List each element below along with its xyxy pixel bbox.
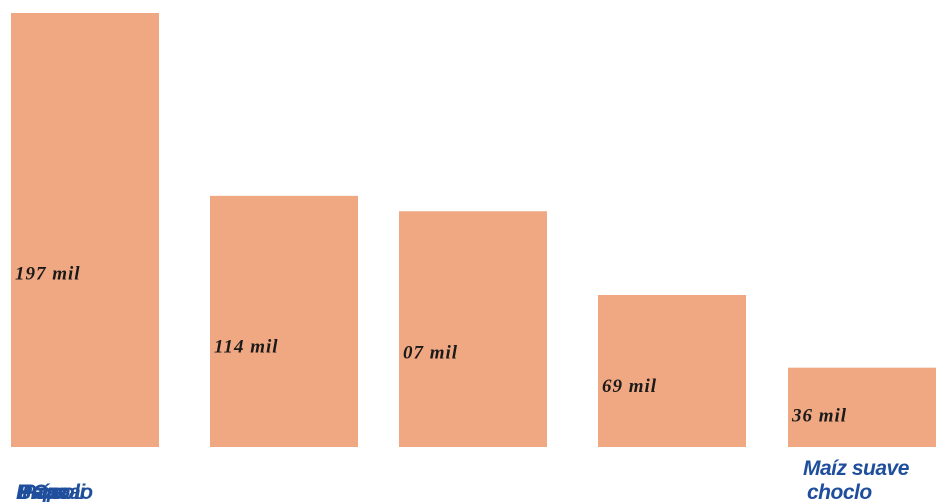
category-label-5-maiz-suave-choclo: Maíz suave choclo	[803, 457, 910, 502]
value-label-2: 114 mil	[214, 337, 279, 358]
value-label-4: 69 mil	[602, 376, 657, 397]
category-label-1-brocoli: Brócoli	[16, 481, 87, 502]
bar-4-cacao	[598, 294, 746, 447]
value-label-1: 197 mil	[15, 263, 81, 284]
bar-1-brocoli	[11, 13, 159, 447]
category-label-3-papa: Papa	[22, 481, 71, 502]
category-label-4-cacao: Cacao	[32, 481, 93, 502]
value-labels-group: 197 mil 114 mil 07 mil 69 mil 36 mil	[15, 263, 847, 426]
bar-2-papa	[210, 195, 358, 447]
bar-5-maiz-suave-choclo	[788, 367, 936, 447]
value-label-5: 36 mil	[791, 405, 847, 426]
value-label-3: 07 mil	[403, 343, 458, 364]
category-label-2-papa: Papa	[18, 481, 67, 502]
bars-group	[11, 13, 936, 447]
bar-3-papa	[399, 211, 547, 447]
